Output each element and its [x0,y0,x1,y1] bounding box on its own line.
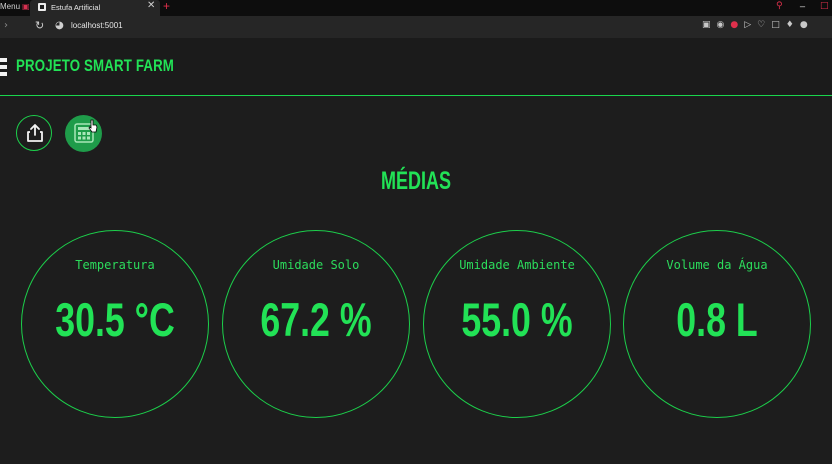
minimize-icon[interactable]: _ [800,0,805,8]
gauge-umidade-solo: Umidade Solo 67.2 % [222,230,410,418]
calculator-button[interactable] [65,115,102,152]
camera-icon[interactable]: ◉ [716,20,725,30]
menu-icon[interactable] [0,58,7,76]
app-title: PROJETO SMART FARM [16,56,175,75]
search-icon[interactable]: ⚲ [776,1,783,11]
forward-icon[interactable]: › [4,20,8,31]
profile-icon[interactable]: ● [799,20,808,30]
site-info-icon[interactable]: ◕ [55,20,64,31]
browser-toolbar-icons: ▣ ◉ ● ▷ ♡ □ ♦ ● [702,20,808,30]
record-icon[interactable]: ● [730,20,739,30]
app-header: PROJETO SMART FARM [0,38,832,96]
gauge-label: Volume da Água [666,258,768,272]
play-icon[interactable]: ▷ [744,20,752,30]
box-icon[interactable]: □ [771,20,780,30]
browser-address-bar: › ↻ ◕ localhost:5001 ▣ ◉ ● ▷ ♡ □ ♦ ● [0,16,832,38]
browser-tab-bar: Menu ▣ Estufa Artificial ✕ + ⚲ _ □ [0,0,832,16]
screenshot-icon[interactable]: ▣ [702,20,711,30]
gauge-value: 55.0 % [461,293,573,346]
window-control-icon[interactable]: □ [820,1,829,11]
calculator-icon [74,123,94,143]
reload-icon[interactable]: ↻ [35,19,45,32]
gauge-umidade-ambiente: Umidade Ambiente 55.0 % [423,230,611,418]
section-title: MÉDIAS [380,167,451,195]
gauge-volume-agua: Volume da Água 0.8 L [623,230,811,418]
url-field[interactable]: localhost:5001 [71,21,123,30]
gauge-label: Umidade Solo [272,258,360,272]
tab-close-icon[interactable]: ✕ [147,0,156,11]
gamepad-icon[interactable]: ▣ [22,2,30,11]
tab-title: Estufa Artificial [51,3,101,12]
share-button[interactable] [16,115,52,151]
main-content: MÉDIAS Temperatura 30.5 °C Umidade Solo … [0,97,832,464]
gauge-label: Temperatura [75,258,155,272]
mouse-cursor-icon [88,119,98,133]
gauge-value: 0.8 L [676,293,758,346]
tab-menu[interactable]: Menu [0,2,21,11]
tab-estufa-artificial[interactable]: Estufa Artificial ✕ [30,0,160,16]
heart-icon[interactable]: ♡ [757,20,766,30]
gauge-value: 30.5 °C [55,293,175,346]
extension-icon[interactable]: ♦ [785,20,794,30]
new-tab-button[interactable]: + [163,0,171,13]
gauge-label: Umidade Ambiente [459,258,575,272]
share-icon [27,124,43,142]
page-favicon-icon [38,3,46,11]
gauge-value: 67.2 % [260,293,372,346]
gauge-temperatura: Temperatura 30.5 °C [21,230,209,418]
